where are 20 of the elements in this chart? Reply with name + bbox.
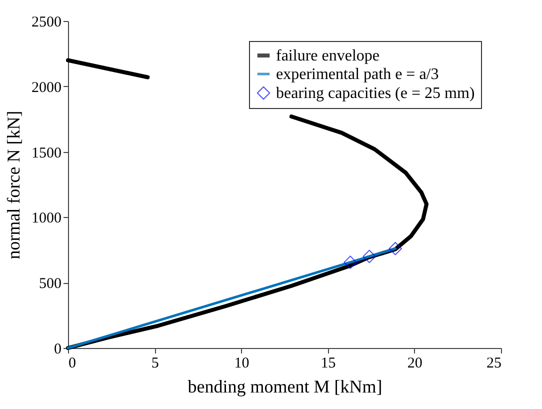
x-tick-label: 20 [407,356,422,372]
point [344,256,357,269]
x-axis-title: bending moment M [kNm] [188,376,382,396]
y-tick-label: 1000 [32,210,62,227]
x-tick-label: 15 [320,356,336,372]
x-tick-label: 5 [151,356,159,372]
x-tick-label: 25 [486,356,502,372]
y-tick-label: 2500 [32,14,62,30]
point [362,250,376,264]
y-tick-label: 0 [54,342,62,358]
y-axis-title: normal force N [kN] [4,110,24,260]
x-tick-label: 10 [234,356,250,372]
y-tick-label: 1500 [32,145,62,162]
y-tick-label: 2000 [32,80,62,96]
point [388,242,402,256]
legend-label: experimental path e = a/3 [276,66,439,83]
x-tick-label: 0 [68,356,76,372]
legend-label: failure envelope [276,48,380,64]
y-tick-label: 500 [39,276,62,292]
legend-label: bearing capacities (e = 25 mm) [276,85,475,102]
